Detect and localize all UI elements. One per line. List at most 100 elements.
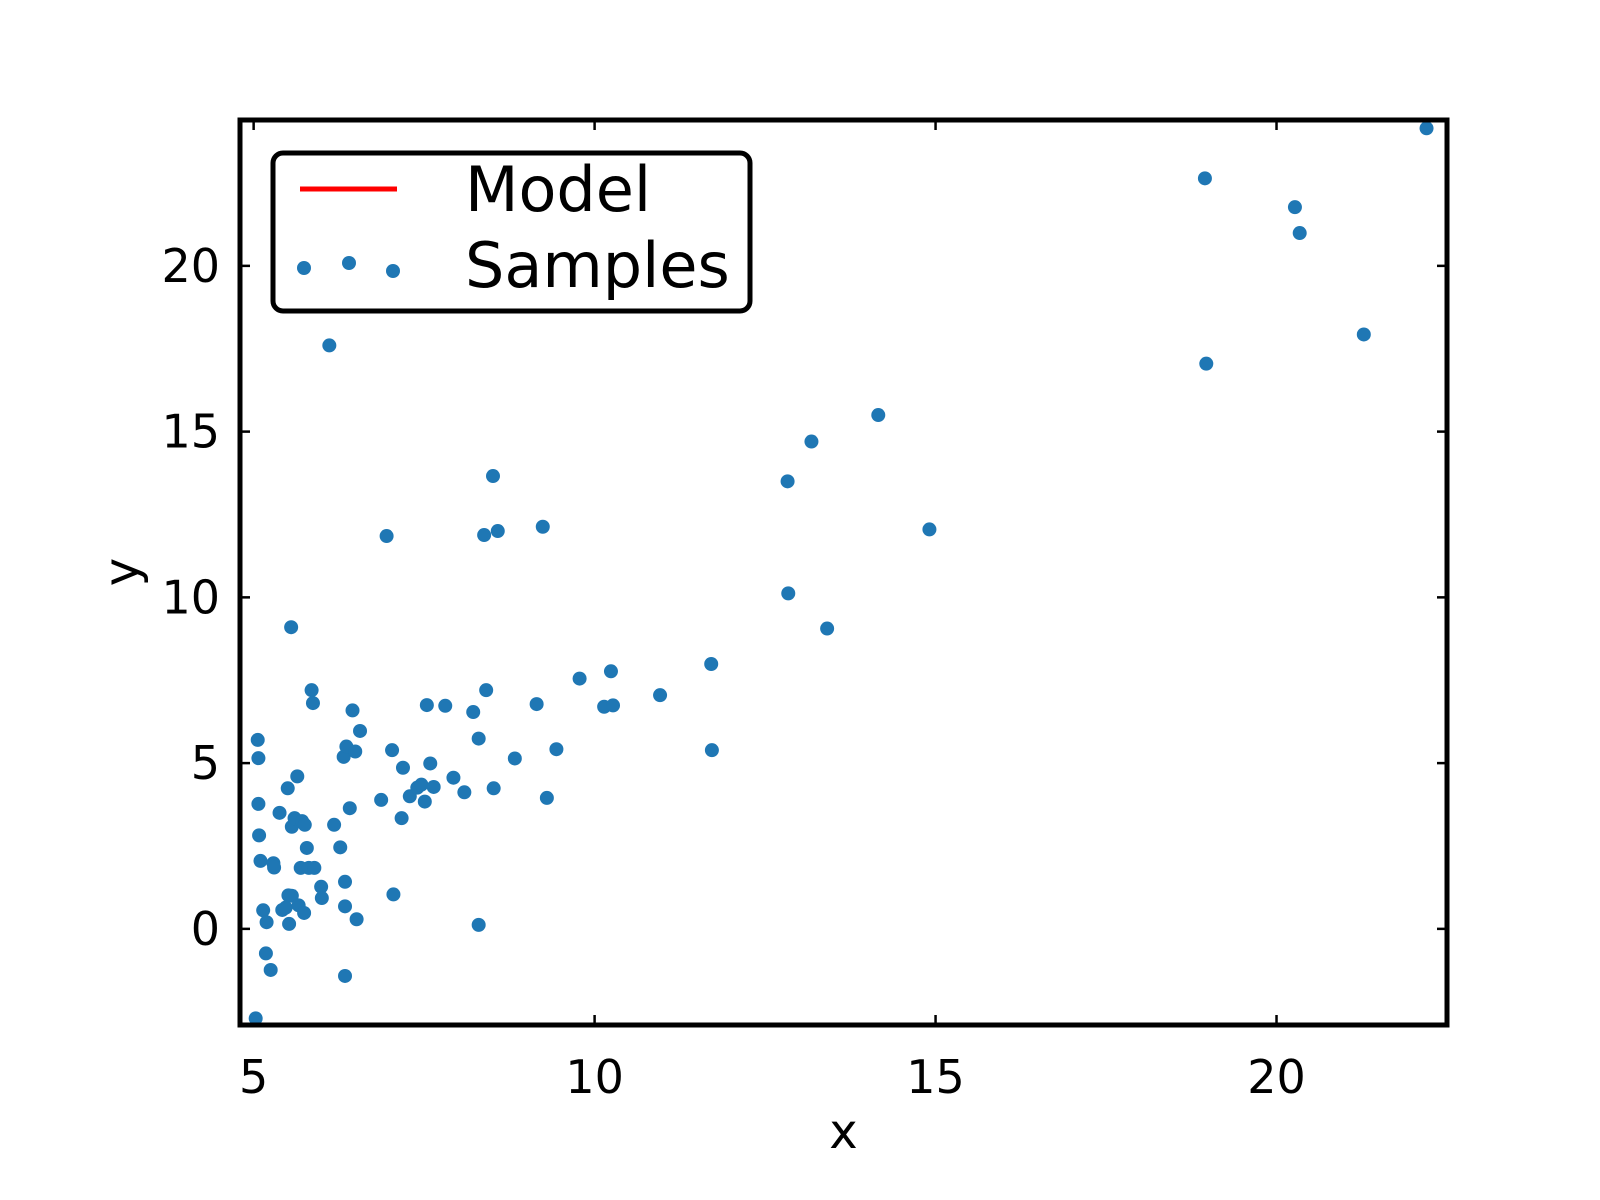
legend-label-samples: Samples	[465, 229, 730, 302]
legend-samples-swatch	[386, 264, 400, 278]
data-point	[267, 860, 282, 875]
data-point	[304, 683, 319, 698]
legend-label-model: Model	[465, 153, 651, 226]
data-point	[342, 801, 357, 816]
y-tick-label: 0	[191, 902, 220, 956]
data-point	[282, 916, 297, 931]
data-point	[314, 879, 329, 894]
data-point	[1199, 356, 1214, 371]
data-point	[395, 760, 410, 775]
data-point	[479, 683, 494, 698]
data-point	[529, 697, 544, 712]
data-point	[263, 962, 278, 977]
plot-frame	[237, 117, 1450, 1028]
data-point	[507, 751, 522, 766]
data-point	[871, 408, 886, 423]
data-point	[248, 1011, 263, 1026]
legend-samples-swatch	[297, 261, 311, 275]
sample-points	[248, 121, 1434, 1026]
data-point	[804, 434, 819, 449]
data-point	[606, 698, 621, 713]
data-point	[284, 620, 299, 635]
data-point	[278, 900, 293, 915]
x-tick-label: 10	[565, 1050, 624, 1104]
data-point	[338, 899, 353, 914]
data-point	[314, 891, 329, 906]
data-point	[322, 338, 337, 353]
data-point	[457, 785, 472, 800]
data-point	[290, 769, 305, 784]
data-point	[466, 705, 481, 720]
data-point	[486, 781, 501, 796]
y-tick-labels: 0 5 10 15 20	[161, 239, 220, 956]
data-point	[426, 779, 441, 794]
y-tick-label: 20	[161, 239, 220, 293]
data-point	[353, 723, 368, 738]
x-tick-label: 5	[239, 1050, 268, 1104]
data-point	[414, 777, 429, 792]
data-point	[704, 656, 719, 671]
data-point	[922, 522, 937, 537]
data-point	[305, 696, 320, 711]
x-axis-label: x	[829, 1104, 857, 1160]
data-point	[251, 751, 266, 766]
data-point	[327, 817, 342, 832]
y-tick-label: 15	[161, 405, 220, 459]
data-point	[653, 688, 668, 703]
data-point	[603, 664, 618, 679]
data-point	[297, 817, 312, 832]
data-point	[251, 796, 266, 811]
data-point	[1419, 121, 1434, 136]
data-point	[446, 770, 461, 785]
y-tick-label: 10	[161, 570, 220, 624]
data-point	[471, 917, 486, 932]
data-point	[349, 912, 364, 927]
data-point	[307, 860, 322, 875]
data-point	[423, 756, 438, 771]
x-tick-label: 15	[906, 1050, 965, 1104]
y-axis-label: y	[94, 558, 150, 586]
data-point	[374, 792, 389, 807]
data-point	[338, 968, 353, 983]
data-point	[471, 731, 486, 746]
x-tick-labels: 5 10 15 20	[239, 1050, 1306, 1104]
data-point	[485, 469, 500, 484]
data-point	[1292, 226, 1307, 241]
data-point	[299, 840, 314, 855]
data-point	[386, 887, 401, 902]
data-point	[438, 698, 453, 713]
data-point	[348, 744, 363, 759]
data-point	[780, 474, 795, 489]
data-point	[297, 905, 312, 920]
data-point	[549, 742, 564, 757]
data-point	[250, 732, 265, 747]
data-point	[704, 743, 719, 758]
data-point	[1356, 327, 1371, 342]
data-point	[258, 946, 273, 961]
data-point	[385, 743, 400, 758]
data-point	[280, 781, 295, 796]
data-point	[419, 698, 434, 713]
x-tick-label: 20	[1247, 1050, 1306, 1104]
data-point	[394, 811, 409, 826]
data-point	[253, 853, 268, 868]
data-point	[272, 805, 287, 820]
data-point	[333, 840, 348, 855]
data-point	[259, 915, 274, 930]
data-point	[417, 794, 432, 809]
legend-samples-swatch	[342, 256, 356, 270]
data-point	[256, 903, 271, 918]
data-point	[539, 790, 554, 805]
data-point	[1197, 171, 1212, 186]
data-point	[338, 874, 353, 889]
data-point	[820, 621, 835, 636]
data-point	[252, 828, 267, 843]
data-point	[345, 703, 360, 718]
data-point	[781, 586, 796, 601]
data-point	[535, 519, 550, 534]
data-point	[1287, 200, 1302, 215]
legend: Model Samples	[270, 150, 753, 314]
data-point	[379, 529, 394, 544]
